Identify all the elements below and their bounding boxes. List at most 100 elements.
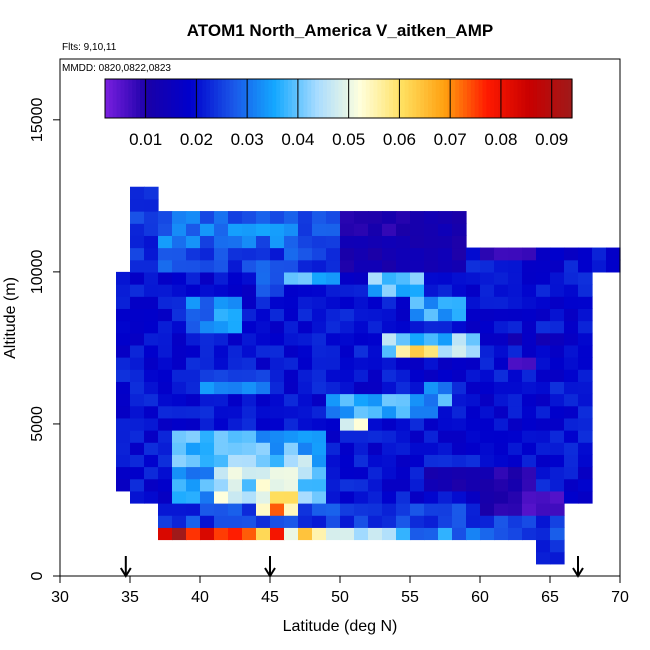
heatmap-cell bbox=[564, 332, 579, 346]
heatmap-cell bbox=[494, 515, 509, 528]
heatmap-cell bbox=[368, 271, 383, 285]
heatmap-cell bbox=[144, 198, 159, 212]
heatmap-cell bbox=[424, 454, 439, 468]
colorbar-segment bbox=[505, 79, 511, 118]
heatmap-cell bbox=[158, 320, 173, 334]
heatmap-cell bbox=[242, 259, 257, 273]
colorbar-segment bbox=[408, 79, 414, 118]
heatmap-cell bbox=[284, 271, 299, 285]
colorbar-segment bbox=[517, 79, 523, 118]
heatmap-cell bbox=[298, 515, 313, 528]
heatmap-cell bbox=[256, 247, 271, 261]
heatmap-cell bbox=[200, 211, 215, 224]
heatmap-cell bbox=[494, 320, 509, 334]
colorbar-segment bbox=[451, 79, 456, 118]
heatmap-cell bbox=[312, 296, 327, 309]
heatmap-cell bbox=[242, 515, 257, 528]
heatmap-cell bbox=[228, 320, 243, 334]
heatmap-cell bbox=[564, 320, 579, 334]
heatmap-cell bbox=[578, 430, 593, 443]
colorbar-segment bbox=[202, 79, 207, 118]
heatmap-cell bbox=[172, 308, 187, 322]
heatmap-cell bbox=[452, 320, 467, 334]
heatmap-cell bbox=[256, 369, 271, 382]
colorbar-segment bbox=[455, 79, 460, 118]
heatmap-cell bbox=[326, 308, 341, 322]
heatmap-cell bbox=[410, 405, 425, 419]
heatmap-cell bbox=[480, 466, 495, 480]
chart-title: ATOM1 North_America V_aitken_AMP bbox=[187, 21, 493, 40]
heatmap-cell bbox=[256, 271, 271, 285]
heatmap-cell bbox=[256, 454, 271, 468]
heatmap-cell bbox=[396, 223, 411, 236]
heatmap-cell bbox=[368, 235, 383, 249]
heatmap-cell bbox=[298, 344, 313, 358]
colorbar-segment bbox=[431, 79, 437, 118]
heatmap-cell bbox=[438, 223, 453, 236]
colorbar-segment bbox=[268, 79, 273, 118]
heatmap-cell bbox=[172, 259, 187, 273]
heatmap-cell bbox=[200, 430, 215, 443]
colorbar-segment bbox=[264, 79, 270, 118]
heatmap-cell bbox=[578, 393, 593, 407]
colorbar-segment bbox=[319, 79, 324, 118]
heatmap-cell bbox=[354, 442, 369, 455]
heatmap-cell bbox=[424, 357, 439, 370]
heatmap-cell bbox=[522, 454, 537, 468]
heatmap-cell bbox=[382, 357, 397, 370]
heatmap-cell bbox=[186, 442, 201, 455]
heatmap-cell bbox=[354, 344, 369, 358]
heatmap-cell bbox=[340, 478, 355, 492]
heatmap-cell bbox=[606, 247, 621, 261]
heatmap-cell bbox=[508, 259, 523, 273]
heatmap-cell bbox=[410, 466, 425, 480]
colorbar-segment bbox=[377, 79, 382, 118]
heatmap-cell bbox=[340, 369, 355, 382]
heatmap-cell bbox=[242, 417, 257, 431]
heatmap-cell bbox=[438, 417, 453, 431]
heatmap-cell bbox=[382, 503, 397, 516]
heatmap-cell bbox=[494, 478, 509, 492]
heatmap-cell bbox=[550, 503, 565, 516]
heatmap-cell bbox=[340, 296, 355, 309]
heatmap-cell bbox=[424, 344, 439, 358]
heatmap-cell bbox=[564, 296, 579, 309]
heatmap-cell bbox=[340, 211, 355, 224]
heatmap-cell bbox=[368, 515, 383, 528]
heatmap-cell bbox=[340, 332, 355, 346]
heatmap-cell bbox=[144, 296, 159, 309]
colorbar-segment bbox=[424, 79, 429, 118]
colorbar-segment bbox=[155, 79, 161, 118]
heatmap-cell bbox=[536, 320, 551, 334]
heatmap-cell bbox=[186, 393, 201, 407]
heatmap-cell bbox=[130, 211, 145, 224]
colorbar-segment bbox=[221, 79, 227, 118]
heatmap-cell bbox=[522, 357, 537, 370]
heatmap-cell bbox=[326, 223, 341, 236]
heatmap-cell bbox=[214, 369, 229, 382]
heatmap-cell bbox=[256, 320, 271, 334]
heatmap-cell bbox=[298, 393, 313, 407]
heatmap-cell bbox=[284, 515, 299, 528]
heatmap-cell bbox=[214, 223, 229, 236]
heatmap-cell bbox=[452, 442, 467, 455]
heatmap-cell bbox=[158, 308, 173, 322]
heatmap-cell bbox=[494, 430, 509, 443]
heatmap-cell bbox=[424, 478, 439, 492]
heatmap-cell bbox=[172, 478, 187, 492]
heatmap-cell bbox=[326, 320, 341, 334]
heatmap-cell bbox=[200, 357, 215, 370]
colorbar-segment bbox=[342, 79, 347, 118]
heatmap-cell bbox=[214, 357, 229, 370]
heatmap-cell bbox=[144, 186, 159, 200]
heatmap-cell bbox=[214, 211, 229, 224]
heatmap-cell bbox=[382, 308, 397, 322]
heatmap-cell bbox=[550, 430, 565, 443]
heatmap-cell bbox=[228, 527, 243, 541]
heatmap-cell bbox=[326, 284, 341, 297]
heatmap-cell bbox=[452, 247, 467, 261]
heatmap-cell bbox=[144, 357, 159, 370]
colorbar-segment bbox=[463, 79, 468, 118]
heatmap-cell bbox=[522, 515, 537, 528]
colorbar-segment bbox=[552, 79, 558, 118]
